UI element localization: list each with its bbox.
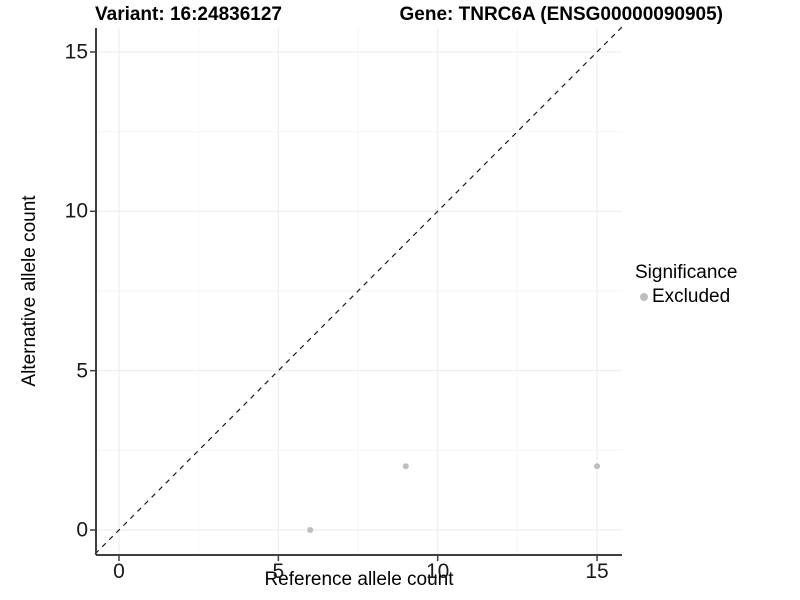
legend-title: Significance [635, 262, 738, 283]
y-tick-label: 15 [64, 40, 88, 64]
x-tick-label: 5 [272, 560, 285, 583]
data-point [307, 527, 314, 533]
variant-title: Variant: 16:24836127 [95, 4, 282, 25]
x-tick-label: 15 [585, 560, 609, 583]
y-tick-label: 0 [76, 518, 88, 542]
legend-item-label: Excluded [652, 286, 731, 307]
gene-title: Gene: TNRC6A (ENSG00000090905) [399, 4, 724, 25]
y-tick-label: 10 [64, 199, 88, 223]
plot-title-row: Variant: 16:24836127 Gene: TNRC6A (ENSG0… [95, 4, 723, 26]
data-point [594, 463, 601, 470]
identity-dashed-line [94, 26, 623, 555]
legend: Significance Excluded [635, 262, 737, 308]
legend-item-excluded: Excluded [635, 286, 737, 308]
x-axis-title: Reference allele count [264, 569, 454, 590]
x-tick-label: 10 [426, 560, 450, 583]
y-axis-title: Alternative allele count [19, 195, 40, 387]
data-point [402, 463, 409, 470]
excluded-point-icon [640, 293, 648, 301]
x-tick-label: 0 [113, 560, 125, 583]
y-tick-label: 5 [76, 359, 88, 383]
